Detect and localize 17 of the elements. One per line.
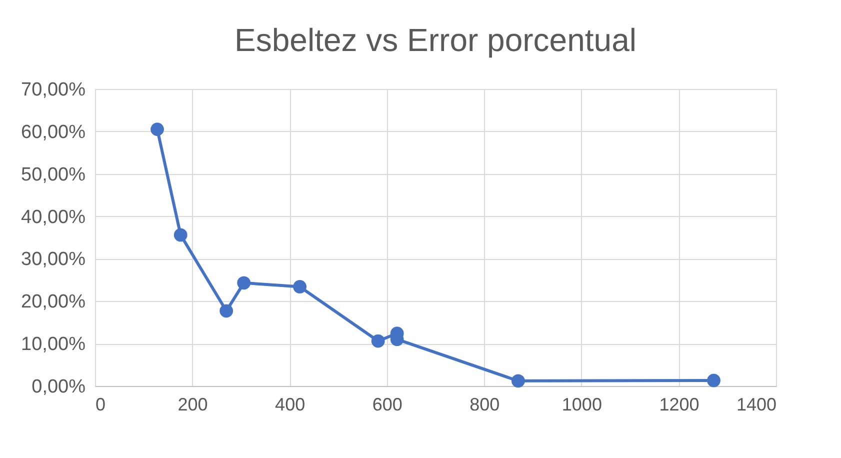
y-tick-label: 40,00% [21, 206, 86, 228]
x-tick-label: 1200 [659, 394, 700, 414]
x-tick-label: 1000 [562, 394, 602, 414]
x-tick-label: 400 [275, 394, 306, 414]
x-tick-label: 600 [372, 394, 402, 414]
y-tick-label: 30,00% [21, 249, 86, 270]
chart-title: Esbeltez vs Error porcentual [234, 22, 636, 58]
x-tick-label: 800 [470, 394, 500, 414]
y-tick-label: 0,00% [32, 376, 86, 398]
y-tick-label: 50,00% [21, 164, 86, 186]
y-tick-label: 10,00% [21, 334, 86, 356]
x-tick-label: 0 [96, 394, 106, 414]
x-tick-label: 1400 [736, 394, 776, 414]
y-tick-label: 60,00% [21, 122, 86, 143]
x-tick-label: 200 [178, 394, 208, 414]
y-tick-label: 70,00% [21, 80, 86, 100]
y-tick-label: 20,00% [21, 292, 86, 313]
